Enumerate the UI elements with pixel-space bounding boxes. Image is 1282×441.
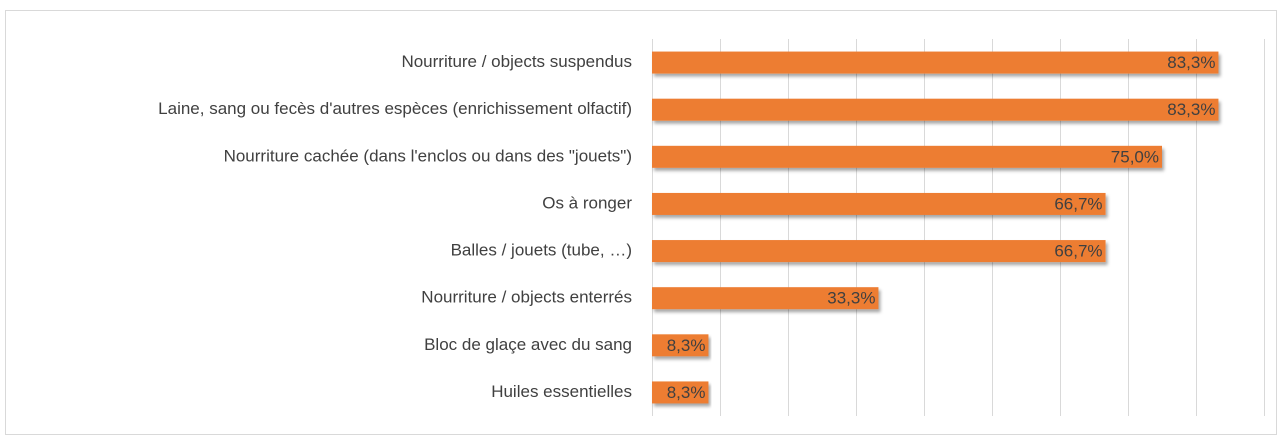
y-tick-label: Nourriture cachée (dans l'enclos ou dans… <box>224 146 632 165</box>
bar <box>652 98 1219 121</box>
chart-border <box>5 10 1277 435</box>
bar <box>652 287 879 310</box>
bar <box>652 51 1219 74</box>
y-tick-label: Nourriture / objects suspendus <box>401 52 632 71</box>
data-label: 66,7% <box>1054 194 1102 213</box>
y-tick-label: Bloc de glaçe avec du sang <box>424 335 632 354</box>
y-tick-label: Huiles essentielles <box>491 382 632 401</box>
data-label: 83,3% <box>1167 53 1215 72</box>
data-label: 83,3% <box>1167 100 1215 119</box>
y-tick-label: Laine, sang ou fecès d'autres espèces (e… <box>158 99 632 118</box>
bar <box>652 381 709 404</box>
bar <box>652 192 1106 215</box>
y-tick-label: Os à ronger <box>542 193 632 212</box>
y-tick-label: Nourriture / objects enterrés <box>421 288 632 307</box>
bar <box>652 145 1162 168</box>
data-label: 66,7% <box>1054 242 1102 261</box>
y-tick-label: Balles / jouets (tube, …) <box>451 241 632 260</box>
data-label: 33,3% <box>827 289 875 308</box>
bar <box>652 334 709 357</box>
bar <box>652 240 1106 263</box>
data-label: 75,0% <box>1111 147 1159 166</box>
data-label: 8,3% <box>667 336 706 355</box>
data-label: 8,3% <box>667 383 706 402</box>
